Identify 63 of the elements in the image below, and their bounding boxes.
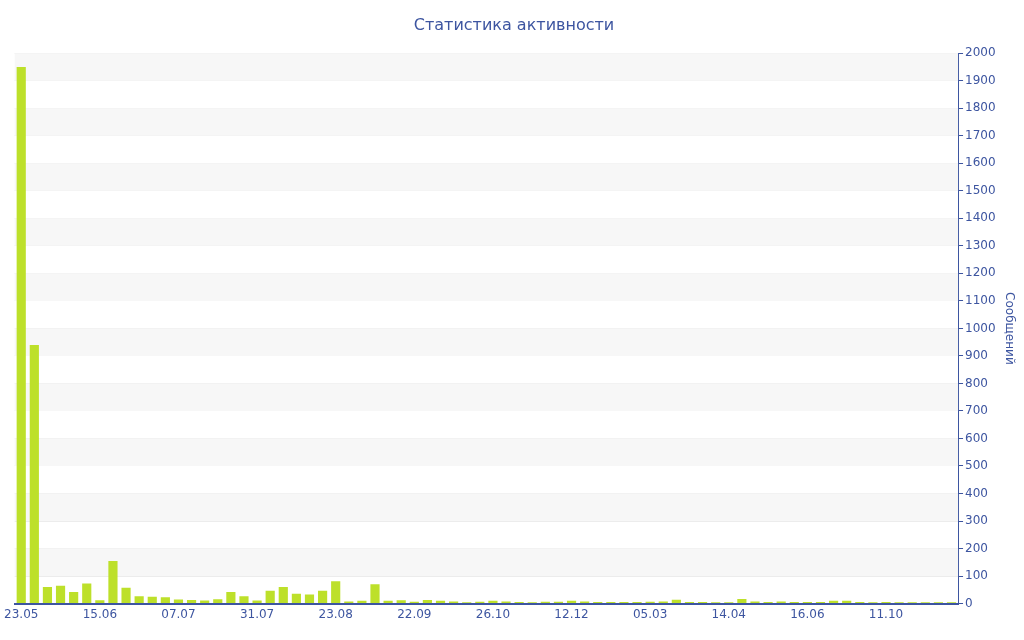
y-tick-label: 400 <box>965 485 988 500</box>
y-tick-label: 200 <box>965 540 988 555</box>
y-tick-label: 1400 <box>965 210 996 225</box>
bar <box>186 600 197 604</box>
y-tick-label: 1700 <box>965 127 996 142</box>
y-tick-label: 1800 <box>965 100 996 115</box>
bar <box>55 585 66 604</box>
bar <box>396 600 406 604</box>
y-tick-label: 300 <box>965 513 988 528</box>
bar <box>422 600 432 604</box>
x-tick-label: 22.09 <box>397 606 432 621</box>
y-tick-label: 800 <box>965 375 988 390</box>
x-tick-label: 12.12 <box>554 606 589 621</box>
bar <box>239 596 249 604</box>
y-tick-label: 2000 <box>965 45 996 60</box>
bar <box>173 599 184 604</box>
y-tick-label: 0 <box>965 595 973 610</box>
y-tick-label: 1200 <box>965 265 996 280</box>
y-tick-label: 500 <box>965 458 988 473</box>
x-tick-label: 23.08 <box>318 606 353 621</box>
x-tick-label: 16.06 <box>790 606 825 621</box>
y-tick-label: 1100 <box>965 293 996 308</box>
y-tick-label: 1500 <box>965 182 996 197</box>
x-tick-label: 15.06 <box>82 606 118 621</box>
bar <box>82 583 92 604</box>
y-tick-label: 1000 <box>965 320 996 335</box>
y-tick-label: 1300 <box>965 237 996 252</box>
bar <box>160 597 170 604</box>
bar <box>108 560 118 604</box>
x-tick-label: 26.10 <box>475 606 511 621</box>
x-tick-label: 23.05 <box>4 606 39 621</box>
bar <box>370 584 380 604</box>
x-tick-label: 05.03 <box>632 606 668 621</box>
y-tick-label: 100 <box>965 568 988 583</box>
x-tick-label: 31.07 <box>239 606 275 621</box>
y-tick-label: 1600 <box>965 155 996 170</box>
bar <box>265 590 275 604</box>
y-tick-label: 700 <box>965 403 988 418</box>
y-tick-label: 900 <box>965 348 988 363</box>
chart-title: Статистика активности <box>413 14 615 34</box>
bar <box>29 344 39 604</box>
bar <box>134 596 144 604</box>
bar <box>147 596 157 604</box>
bar <box>304 594 315 604</box>
bar <box>69 592 79 604</box>
bar <box>121 587 131 604</box>
x-tick-label: 07.07 <box>161 606 196 621</box>
x-tick-label: 11.10 <box>868 606 904 621</box>
bar <box>213 599 223 604</box>
bar <box>42 587 53 604</box>
bar <box>291 593 301 604</box>
bar <box>278 587 288 604</box>
bar <box>318 590 328 604</box>
bar <box>226 592 236 604</box>
y-tick-label: 1900 <box>965 72 996 87</box>
bar <box>16 66 26 604</box>
x-tick-label: 14.04 <box>711 606 746 621</box>
y-tick-label: 600 <box>965 430 988 445</box>
bar <box>331 581 341 604</box>
bar <box>488 600 498 604</box>
y-axis-title: Сообщений <box>1002 292 1017 365</box>
bar <box>95 600 105 604</box>
bar <box>737 598 747 604</box>
